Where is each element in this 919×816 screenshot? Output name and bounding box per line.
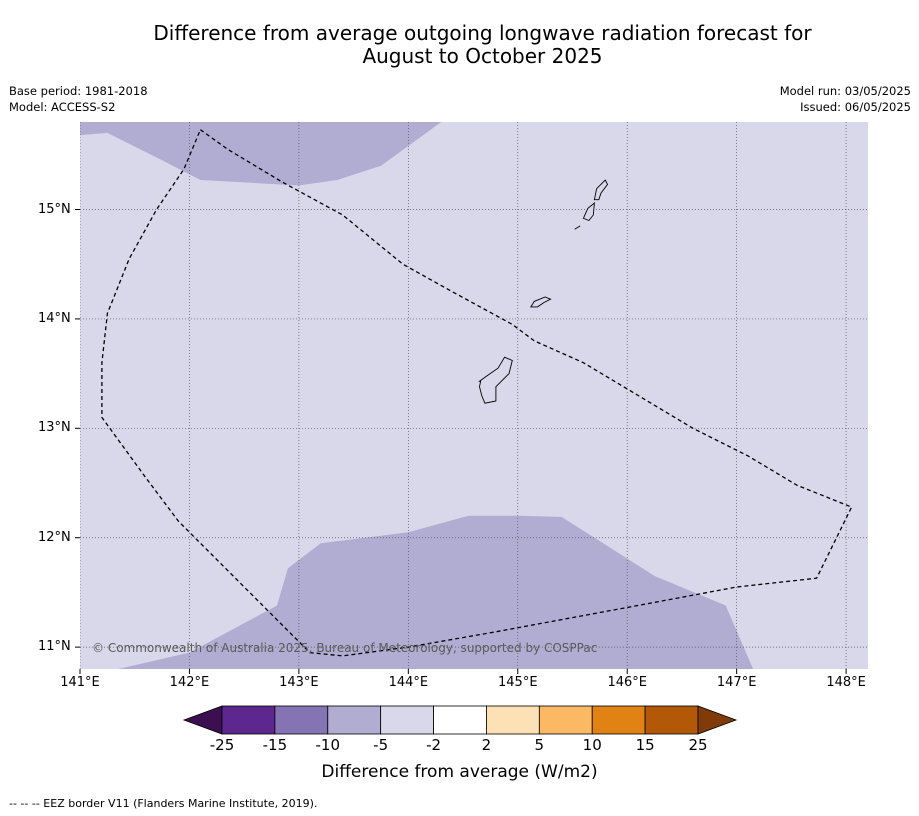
base-period: Base period: 1981-2018 [9, 84, 148, 98]
lon-label: 143°E [279, 675, 319, 690]
colorbar-tick-label: 5 [534, 736, 545, 754]
island-outline [582, 201, 595, 222]
coastlines [478, 179, 609, 404]
eez-border [101, 129, 853, 657]
colorbar-tick-label: -25 [209, 736, 235, 754]
meta-left: Base period: 1981-2018 Model: ACCESS-S2 [9, 83, 148, 115]
lon-label: 148°E [826, 675, 866, 690]
lon-label: 141°E [60, 675, 100, 690]
lon-label: 147°E [716, 675, 757, 690]
island-outline [530, 296, 552, 308]
graticule [80, 122, 868, 669]
eez-footnote: -- -- -- EEZ border V11 (Flanders Marine… [9, 797, 318, 810]
colorbar-title: Difference from average (W/m2) [0, 762, 919, 782]
lon-label: 142°E [169, 675, 210, 690]
colorbar-tick-label: 15 [635, 736, 655, 754]
island-outline [478, 356, 513, 404]
anomaly-region-2 [118, 515, 754, 669]
colorbar-title-text: Difference from average (W/m2) [321, 762, 598, 782]
colorbar-tick-label: 10 [582, 736, 602, 754]
colorbar-tick-label: 25 [688, 736, 708, 754]
colorbar-tick-label: -2 [426, 736, 442, 754]
colorbar-tick-label: -10 [315, 736, 341, 754]
lon-label: 145°E [498, 675, 538, 690]
issued-date: Issued: 06/05/2025 [800, 100, 911, 114]
copyright-notice: © Commonwealth of Australia 2025, Bureau… [92, 641, 598, 655]
title-line-1: Difference from average outgoing longwav… [153, 21, 812, 45]
lon-label: 144°E [388, 675, 429, 690]
anomaly-region-1 [80, 122, 442, 186]
model-run: Model run: 03/05/2025 [779, 84, 911, 98]
anomaly-regions [80, 122, 754, 669]
island-outline [574, 225, 581, 230]
axis-ticks [75, 209, 847, 674]
lat-label: 15°N [38, 201, 71, 217]
title-line-2: August to October 2025 [362, 44, 603, 68]
model-name: Model: ACCESS-S2 [9, 100, 116, 114]
chart-title: Difference from average outgoing longwav… [0, 22, 919, 68]
meta-right: Model run: 03/05/2025 Issued: 06/05/2025 [780, 83, 911, 115]
colorbar-tick-label: -15 [262, 736, 288, 754]
eez-border-line [101, 129, 853, 657]
island-outline [593, 179, 609, 201]
lat-label: 12°N [38, 529, 71, 545]
colorbar-tick-label: -5 [373, 736, 389, 754]
lat-label: 13°N [38, 420, 71, 436]
colorbar-tick-label: 2 [481, 736, 492, 754]
lat-label: 11°N [38, 639, 71, 655]
lat-label: 14°N [38, 310, 71, 326]
lon-label: 146°E [607, 675, 647, 690]
